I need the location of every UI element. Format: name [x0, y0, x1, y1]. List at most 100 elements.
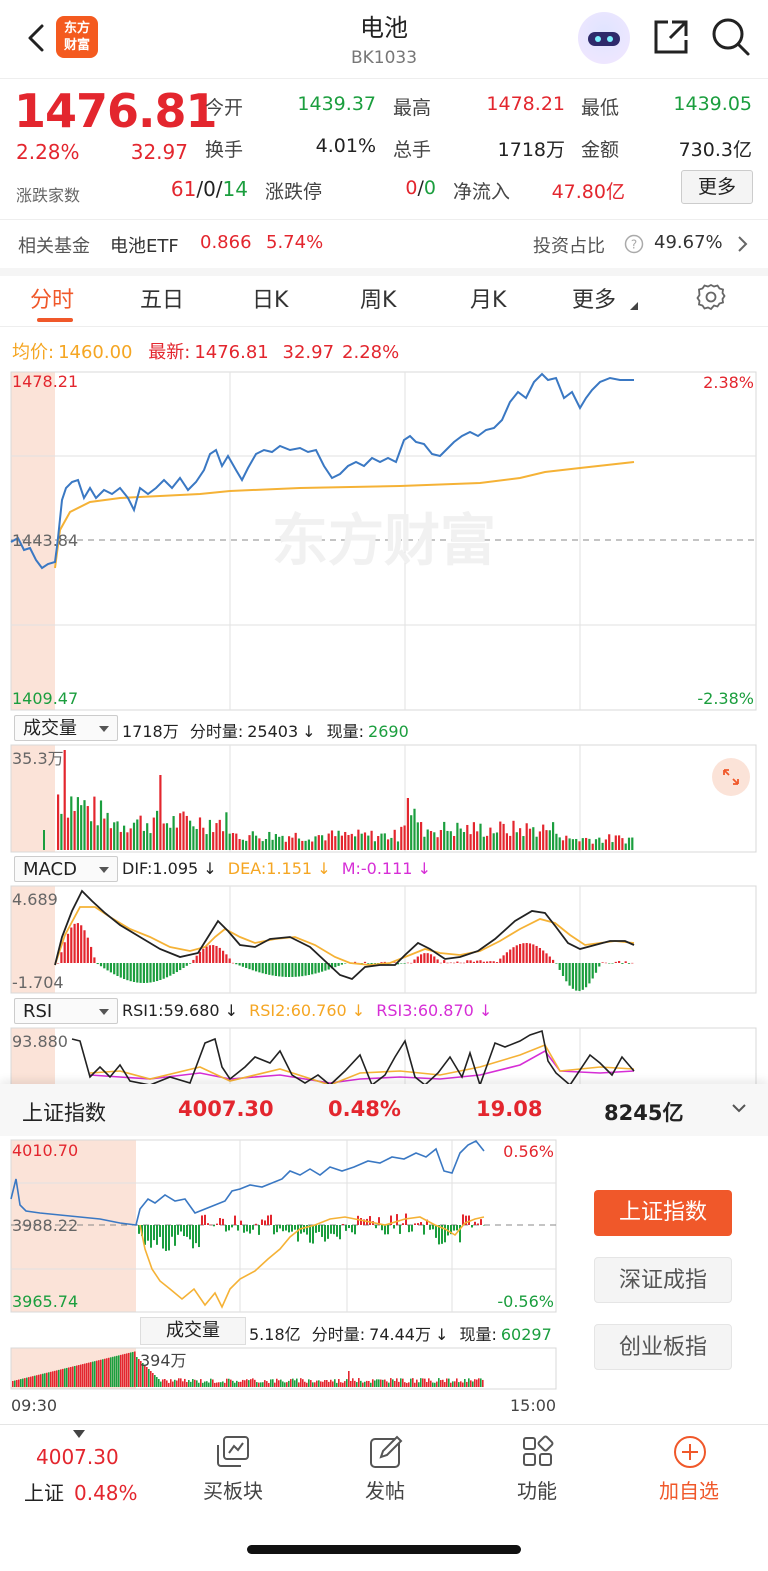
search-icon[interactable]	[710, 16, 752, 58]
fund-price: 0.866	[200, 232, 252, 253]
index-volume-bar	[34, 1375, 36, 1387]
index-volume-bar	[162, 1379, 164, 1387]
tab-week-k[interactable]: 周K	[360, 288, 397, 313]
macd-bar	[426, 953, 429, 963]
index-volume-bar	[350, 1381, 352, 1387]
macd-bar	[284, 963, 287, 977]
tab-more[interactable]: 更多	[572, 288, 617, 313]
volume-bar	[482, 836, 485, 850]
index-volume-bar	[96, 1360, 98, 1387]
volume-bar	[106, 812, 109, 850]
shenzhen-index-button[interactable]: 深证成指	[594, 1257, 732, 1303]
breadth-bar	[150, 1225, 152, 1248]
tab-day-k[interactable]: 日K	[252, 288, 289, 313]
more-quote-button[interactable]: 更多	[681, 170, 753, 204]
macd-bar	[93, 957, 96, 963]
index-volume-bar	[156, 1377, 158, 1387]
index-volume-bar	[90, 1362, 92, 1387]
volume-bar	[99, 800, 103, 850]
intraday-price-chart[interactable]: 东方财富 1478.21 1443.84 1409.47 2.38% -2.38…	[0, 370, 768, 712]
index-volume-bar	[380, 1379, 382, 1387]
index-intraday-chart[interactable]: 4010.70 3988.22 3965.74 0.56% -0.56%	[0, 1139, 560, 1314]
macd-bar	[208, 945, 211, 963]
macd-bar	[218, 947, 221, 963]
back-arrow-icon[interactable]	[22, 22, 50, 54]
collapse-chevron-down-icon[interactable]	[730, 1102, 748, 1116]
volume-bar	[307, 839, 310, 850]
index-volume-bar	[398, 1381, 400, 1387]
index-volume-chart[interactable]: 394万	[0, 1347, 560, 1391]
help-icon[interactable]: ?	[624, 234, 644, 254]
index-volume-bar	[424, 1378, 426, 1387]
volume-bar	[363, 832, 367, 850]
volume-bar	[80, 805, 83, 850]
macd-bar	[119, 963, 122, 978]
index-volume-bar	[64, 1368, 66, 1387]
fund-name[interactable]: 电池ETF	[110, 236, 179, 257]
volume-bar	[304, 840, 307, 850]
tab-fenshi[interactable]: 分时	[30, 288, 75, 313]
breadth-bar	[429, 1225, 431, 1230]
macd-bar	[255, 963, 258, 972]
index-y-bottom: 3965.74	[12, 1292, 78, 1311]
index-volume-bar	[192, 1379, 194, 1387]
breadth-bar	[339, 1225, 341, 1240]
macd-bar	[618, 960, 621, 963]
index-volume-bar	[120, 1354, 122, 1387]
expand-icon[interactable]	[712, 758, 750, 796]
macd-bar	[334, 963, 337, 968]
breadth-bar	[285, 1225, 287, 1231]
assistant-robot-icon[interactable]	[578, 12, 630, 64]
volume-bar	[218, 819, 221, 850]
pct-axis-bottom: -2.38%	[697, 689, 754, 708]
index-volume-bar	[14, 1380, 16, 1387]
macd-bar	[152, 963, 155, 982]
rsi-indicator-select[interactable]: RSI	[14, 998, 118, 1024]
index-volume-bar	[48, 1372, 50, 1387]
add-circle-icon	[674, 1436, 706, 1468]
macd-legend: DIF:1.095 ↓ DEA:1.151 ↓ M:-0.111 ↓	[122, 859, 431, 878]
rsi-chart[interactable]: 93.880	[0, 1027, 768, 1087]
caret-down-icon[interactable]	[72, 1429, 86, 1439]
related-fund-row[interactable]: 相关基金 电池ETF 0.866 5.74% 投资占比 ? 49.67%	[0, 219, 768, 276]
settings-gear-icon[interactable]	[696, 282, 726, 312]
volume-bar	[489, 827, 492, 850]
tab-month-k[interactable]: 月K	[470, 288, 507, 313]
tab-more-caret-icon	[630, 302, 638, 310]
chinext-index-button[interactable]: 创业板指	[594, 1324, 732, 1370]
index-volume-bar	[140, 1361, 142, 1387]
turnover-value: 4.01%	[315, 135, 376, 157]
macd-bar	[281, 963, 284, 977]
volume-indicator-select[interactable]: 成交量	[14, 715, 118, 741]
volume-bar	[185, 815, 188, 850]
volume-bar	[225, 812, 228, 850]
index-volume-bar	[144, 1365, 146, 1387]
volume-bar	[327, 833, 330, 850]
volume-bar	[297, 838, 301, 850]
index-volume-select[interactable]: 成交量	[140, 1317, 246, 1345]
macd-chart[interactable]: 4.689 -1.704	[0, 885, 768, 995]
volume-bar	[350, 833, 353, 850]
index-volume-bar	[464, 1378, 466, 1387]
macd-indicator-select[interactable]: MACD	[14, 856, 118, 882]
index-volume-bar	[292, 1378, 294, 1387]
volume-chart[interactable]: 35.3万	[0, 744, 768, 854]
tab-five-day[interactable]: 五日	[140, 288, 185, 313]
index-name: 上证指数	[22, 1101, 106, 1125]
index-volume-bar	[480, 1378, 482, 1387]
share-icon[interactable]	[650, 16, 692, 58]
low-label: 最低	[581, 97, 620, 119]
breadth-bar	[216, 1223, 218, 1225]
index-volume-bar	[188, 1379, 190, 1387]
shanghai-index-button[interactable]: 上证指数	[594, 1190, 732, 1236]
macd-bar	[469, 960, 472, 963]
index-volume-bar	[142, 1363, 144, 1387]
volume-bar	[423, 836, 426, 850]
index-volume-bar	[358, 1378, 360, 1387]
macd-bar	[109, 963, 112, 973]
sh-index-price[interactable]: 4007.30	[36, 1445, 119, 1469]
index-summary-bar[interactable]: 上证指数 4007.30 0.48% 19.08 8245亿	[0, 1084, 768, 1136]
index-volume-bar	[440, 1380, 442, 1387]
volume-bar	[410, 815, 413, 850]
sh-index-summary[interactable]: 上证 0.48%	[24, 1481, 138, 1505]
